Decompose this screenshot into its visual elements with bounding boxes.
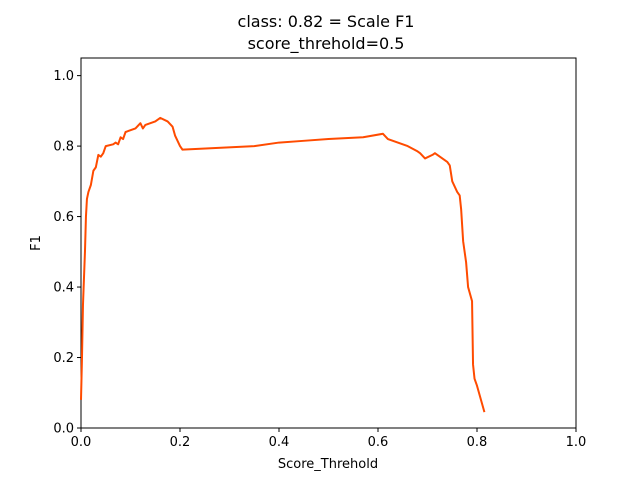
f1-series-line [80,116,486,413]
y-axis-ticks: 0.0 0.2 0.4 0.6 0.8 1.0 [53,69,81,437]
x-axis-ticks: 0.0 0.2 0.4 0.6 0.8 1.0 [71,428,587,450]
x-tick-label: 0.4 [269,435,290,450]
y-tick-label: 0.6 [53,210,74,225]
x-tick-label: 0.8 [467,435,488,450]
y-tick-label: 0.2 [53,351,74,366]
x-tick-label: 0.6 [368,435,389,450]
y-tick-label: 0.0 [53,422,74,437]
series-layer [80,116,486,413]
x-tick-label: 0.0 [71,435,92,450]
chart-title-line2: score_threhold=0.5 [248,34,405,54]
chart-title-line1: class: 0.82 = Scale F1 [238,12,415,31]
y-tick-label: 0.8 [53,140,74,155]
y-tick-label: 1.0 [53,69,74,84]
y-axis-label: F1 [29,235,44,251]
x-tick-label: 0.2 [170,435,191,450]
x-axis-label: Score_Threhold [278,457,378,472]
y-tick-label: 0.4 [53,281,74,296]
x-tick-label: 1.0 [566,435,587,450]
plot-area-frame [80,57,577,429]
